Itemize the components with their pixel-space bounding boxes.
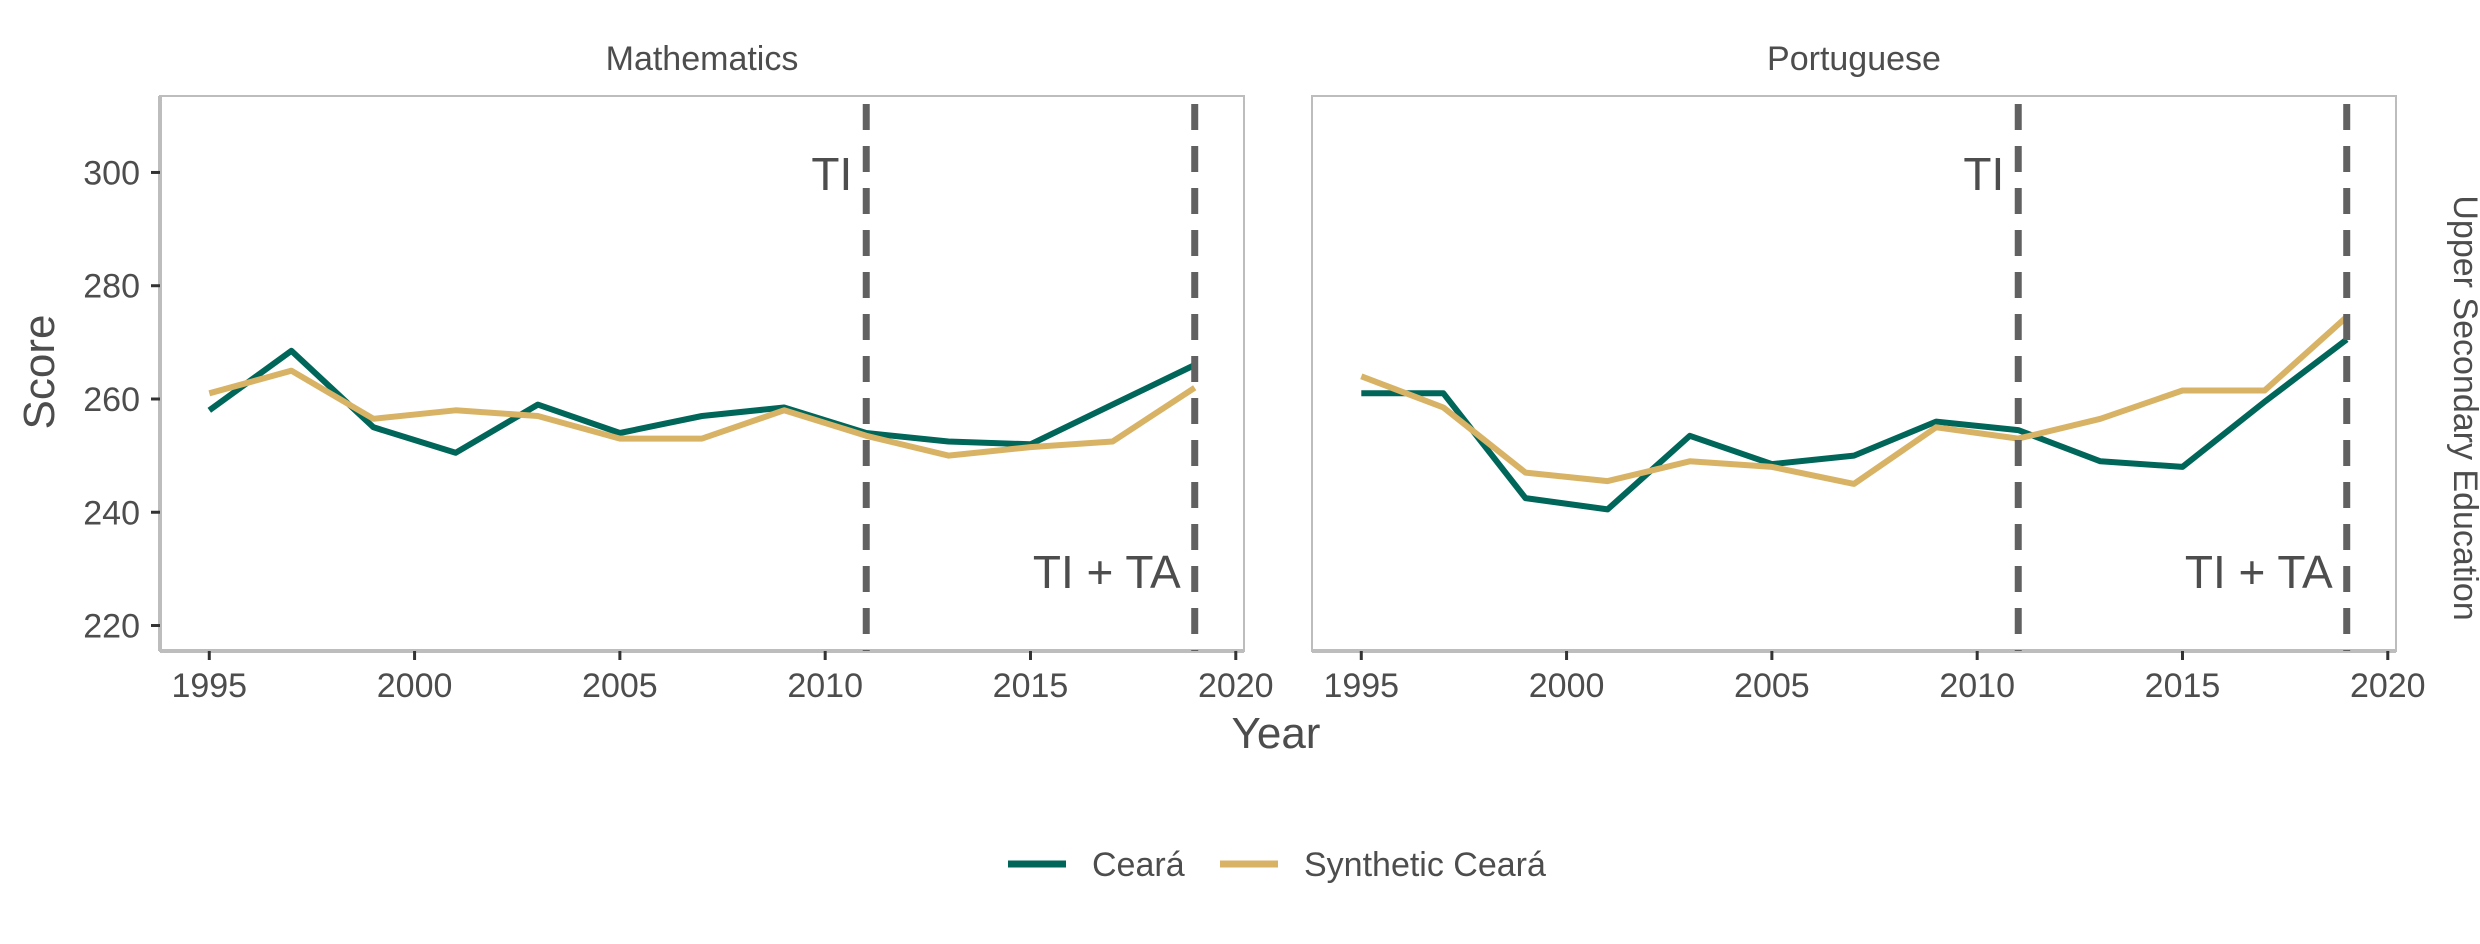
x-tick-label: 2000: [377, 667, 453, 705]
y-tick-label: 240: [83, 494, 140, 532]
x-tick-label: 1995: [1323, 667, 1399, 705]
x-axis-title: Year: [1232, 709, 1321, 758]
panels-layer: Mathematics 1995 2000 2005 2010 2015 2020 220 24…: [83, 40, 2425, 705]
panel-title: Portuguese: [1767, 40, 1941, 78]
x-tick-label: 2015: [2145, 667, 2221, 705]
x-tick-label: 2020: [1198, 667, 1274, 705]
row-strip-label: Upper Secondary Education: [2446, 195, 2480, 620]
panel-portuguese: Portuguese 1995 2000 2005 2010 2015 2020 TI TI +…: [1311, 40, 2426, 705]
x-tick-label: 2000: [1529, 667, 1605, 705]
series-line-cear-: [1361, 337, 2349, 513]
event-label: TI + TA: [2185, 546, 2333, 598]
event-label: TI: [1963, 148, 2004, 200]
y-tick-label: 300: [83, 154, 140, 192]
series-line-synthetic-cear-: [208, 367, 1197, 459]
x-tick-label: 1995: [171, 667, 247, 705]
x-tick-label: 2015: [993, 667, 1069, 705]
legend-label: Ceará: [1092, 846, 1185, 884]
legend: Ceará Synthetic Ceará: [1008, 846, 1546, 884]
x-tick-label: 2010: [1939, 667, 2015, 705]
event-label: TI + TA: [1033, 546, 1181, 598]
series-line-synthetic-cear-: [1360, 314, 2349, 487]
legend-label: Synthetic Ceará: [1304, 846, 1546, 884]
x-tick-label: 2020: [2350, 667, 2426, 705]
y-axis-title: Score: [15, 315, 64, 430]
panel-title: Mathematics: [606, 40, 799, 78]
y-tick-label: 280: [83, 268, 140, 306]
y-tick-label: 260: [83, 381, 140, 419]
x-tick-label: 2005: [582, 667, 658, 705]
x-tick-label: 2005: [1734, 667, 1810, 705]
event-label: TI: [811, 148, 852, 200]
x-tick-label: 2010: [787, 667, 863, 705]
y-tick-label: 220: [83, 608, 140, 646]
panel-mathematics: Mathematics 1995 2000 2005 2010 2015 2020 220 24…: [83, 40, 1273, 705]
